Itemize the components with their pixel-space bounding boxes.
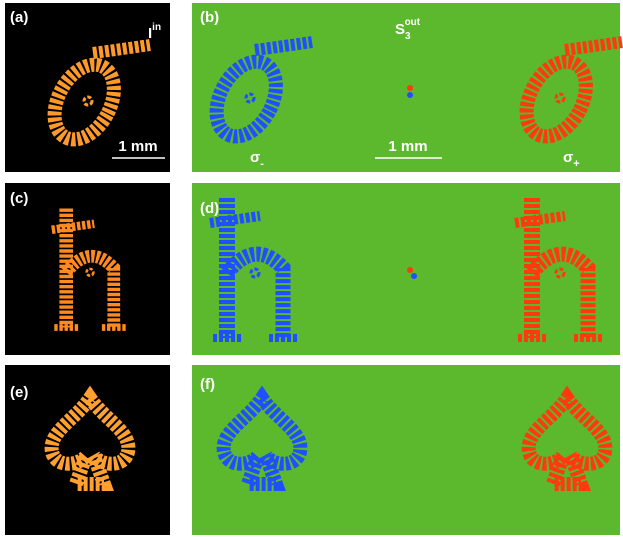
panel-f (192, 365, 620, 535)
center-dot (407, 92, 413, 98)
center-dot (407, 267, 413, 273)
panel-label: (d) (200, 200, 219, 217)
panel-label: (b) (200, 9, 219, 26)
panel-label: (e) (10, 384, 28, 401)
figure: (a) Iin 1 mm (b) S3out 1 mm σ- σ+ (c) (d… (0, 0, 623, 537)
center-dot (407, 85, 413, 91)
panel-label: (f) (200, 376, 215, 393)
center-dot (411, 273, 417, 279)
panel-label: (a) (10, 9, 28, 26)
panel-label: (c) (10, 190, 28, 207)
scale-label: 1 mm (388, 138, 427, 155)
scale-label: 1 mm (118, 138, 157, 155)
